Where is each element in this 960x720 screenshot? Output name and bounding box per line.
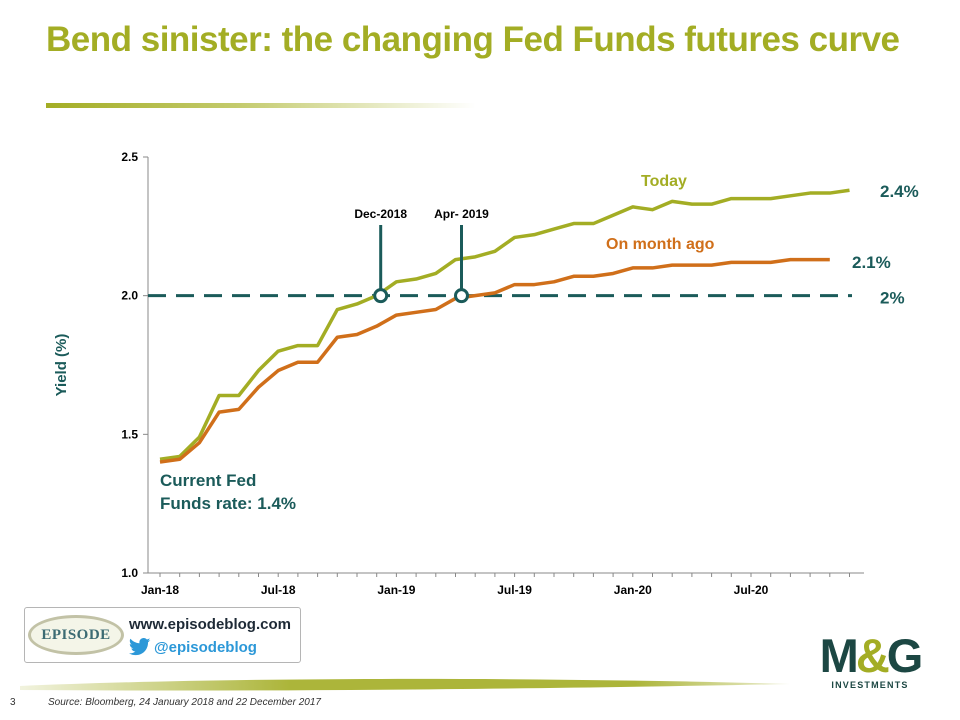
x-tick-label: Jul-18 <box>261 583 296 597</box>
mg-investments-logo: M&G INVESTMENTS <box>808 632 932 690</box>
x-tick-label: Jan-18 <box>141 583 179 597</box>
mg-logo-amp: & <box>855 629 890 682</box>
footer-swoosh <box>20 678 790 691</box>
twitter-handle: @episodeblog <box>154 638 257 656</box>
marker-label: Dec-2018 <box>354 207 407 221</box>
title-underline <box>46 103 476 108</box>
end-label-month-ago: 2.1% <box>852 253 891 272</box>
x-tick-label: Jul-19 <box>497 583 532 597</box>
annotation-current-fed-rate: Funds rate: 1.4% <box>160 494 296 513</box>
episode-logo: EPISODE <box>28 615 124 655</box>
y-tick-label: 1.5 <box>121 427 138 441</box>
episode-branding-box: EPISODE www.episodeblog.com @episodeblog <box>24 607 301 663</box>
source-note: Source: Bloomberg, 24 January 2018 and 2… <box>48 697 321 708</box>
y-tick-label: 2.5 <box>121 150 138 164</box>
y-tick-label: 1.0 <box>121 566 138 580</box>
marker-point <box>454 288 469 304</box>
page-title: Bend sinister: the changing Fed Funds fu… <box>46 20 900 59</box>
marker-point <box>373 288 389 304</box>
mg-logo-m: M <box>819 629 859 682</box>
series-label-today: Today <box>641 173 687 190</box>
series-line-today <box>159 188 850 462</box>
series-label-month-ago: On month ago <box>606 236 715 253</box>
x-tick-label: Jul-20 <box>734 583 769 597</box>
mg-logo-subtitle: INVESTMENTS <box>831 680 909 690</box>
x-tick-label: Jan-19 <box>377 583 415 597</box>
mg-logo-mark: M&G <box>808 632 932 679</box>
x-tick-label: Jan-20 <box>614 583 652 597</box>
end-label-today: 2.4% <box>880 182 919 201</box>
series-line-month-ago <box>159 257 830 464</box>
marker-label: Apr- 2019 <box>434 207 489 221</box>
twitter-bird-icon <box>129 638 151 656</box>
episode-logo-text: EPISODE <box>41 626 111 643</box>
y-axis-label: Yield (%) <box>53 334 70 397</box>
reference-line-label: 2% <box>880 289 905 308</box>
y-tick-label: 2.0 <box>121 289 138 303</box>
mg-logo-g: G <box>886 629 924 682</box>
twitter-link[interactable]: @episodeblog <box>129 638 257 656</box>
annotation-current-fed-rate: Current Fed <box>160 471 256 490</box>
page-number: 3 <box>10 697 16 708</box>
website-link[interactable]: www.episodeblog.com <box>129 616 291 633</box>
